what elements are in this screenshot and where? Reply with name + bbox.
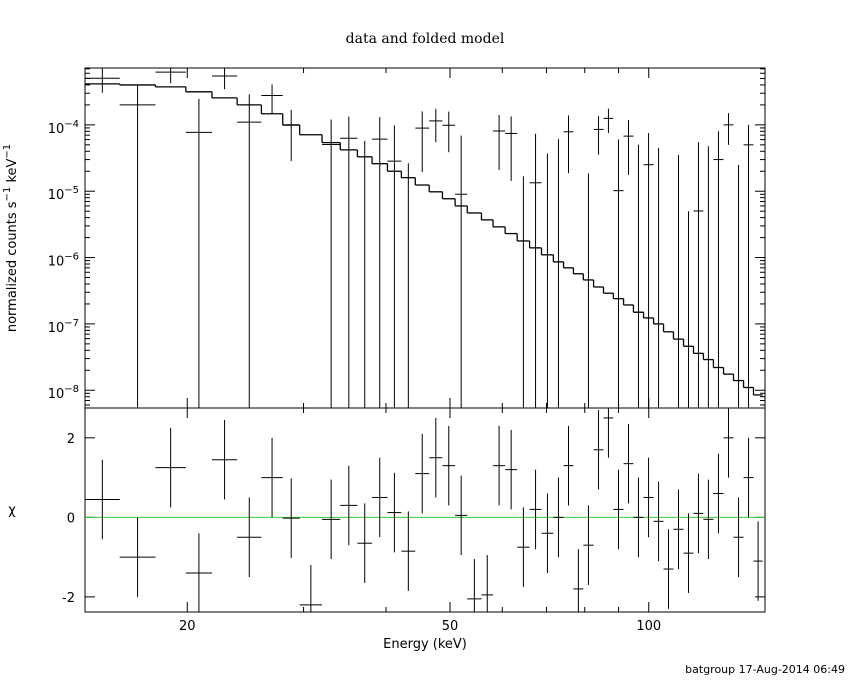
y-tick-label: 10−5 <box>48 185 79 203</box>
x-tick-label: 20 <box>179 619 196 634</box>
y-tick-label: 10−6 <box>48 252 79 270</box>
residual-tick-label: -2 <box>62 591 75 606</box>
residual-axis-label: χ <box>8 503 16 518</box>
x-tick-label: 100 <box>636 619 661 634</box>
bottom-frame <box>84 407 766 613</box>
y-tick-label: 10−8 <box>48 384 79 402</box>
footer: batgroup 17-Aug-2014 06:49 <box>685 663 845 676</box>
x-axis-label: Energy (keV) <box>383 637 467 652</box>
y-axis-label: normalized counts s−1 keV−1 <box>2 144 20 332</box>
y-tick-label: 10−7 <box>48 318 79 336</box>
x-tick-label: 50 <box>442 619 459 634</box>
chart-title: data and folded model <box>346 31 505 47</box>
residual-tick-label: 0 <box>67 511 75 526</box>
y-tick-label: 10−4 <box>48 119 79 137</box>
residual-tick-label: 2 <box>67 432 75 447</box>
